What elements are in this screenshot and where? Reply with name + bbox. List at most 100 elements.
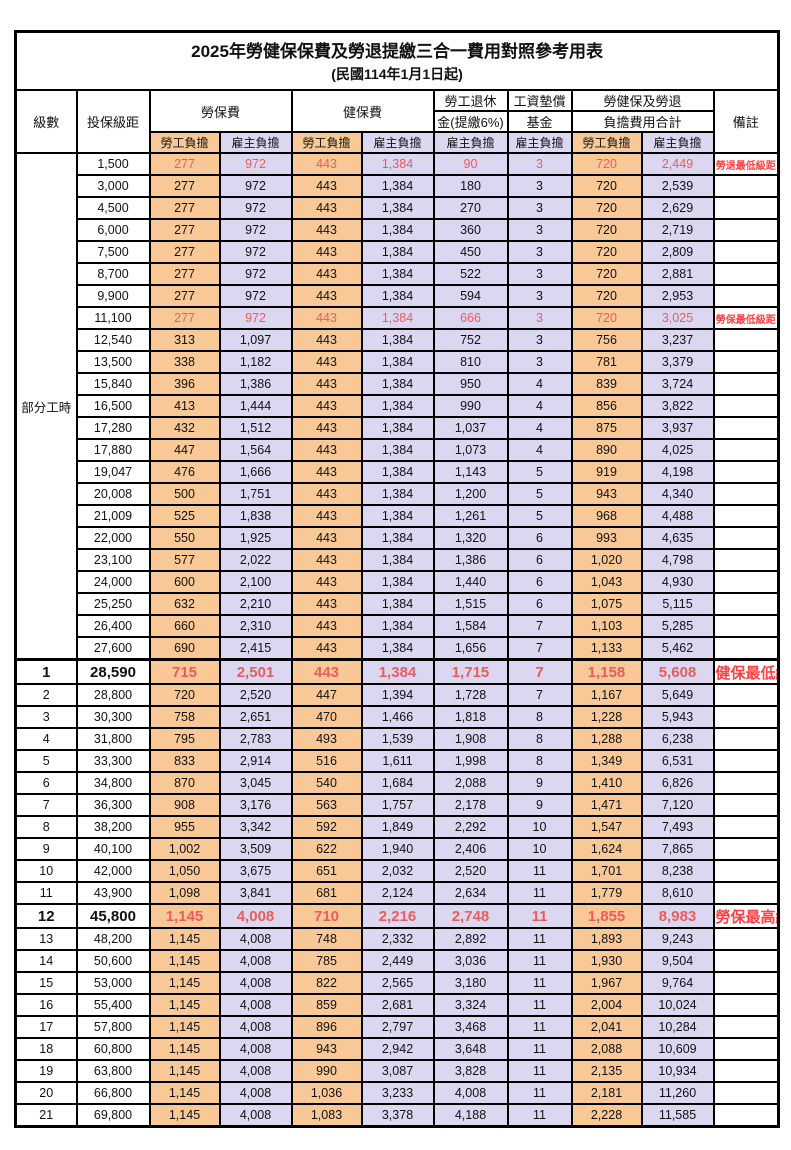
remark-cell — [712, 927, 780, 951]
table-row: 17,280 432 1,512 443 1,384 1,037 4 875 3,937 — [16, 416, 780, 440]
value-cell: 1,666 — [218, 460, 293, 484]
subheader-pension-employer: 雇主負擔 — [432, 131, 509, 154]
value-cell: 2,032 — [360, 859, 435, 883]
value-cell: 277 — [148, 218, 221, 242]
remark-cell — [712, 394, 780, 418]
remark-cell — [712, 727, 780, 751]
remark-cell — [712, 705, 780, 729]
header-wage-fund-line2: 基金 — [506, 110, 573, 133]
value-cell: 715 — [148, 658, 221, 685]
value-cell: 1,471 — [570, 793, 643, 817]
value-cell: 1,143 — [432, 460, 509, 484]
value-cell: 2,415 — [218, 636, 293, 661]
bracket-cell: 1,500 — [75, 152, 151, 176]
subheader-labor-employee: 勞工負擔 — [148, 131, 221, 154]
table-row: 11,100 277 972 443 1,384 666 3 720 3,025 勞保最低級距 — [16, 306, 780, 330]
value-cell: 1,656 — [432, 636, 509, 661]
value-cell: 9,243 — [640, 927, 715, 951]
value-cell: 2,124 — [360, 881, 435, 905]
remark-cell — [712, 504, 780, 528]
value-cell: 550 — [148, 526, 221, 550]
level-cell: 5 — [14, 749, 78, 773]
value-cell: 6,826 — [640, 771, 715, 795]
table-row: 17 57,800 1,145 4,008 896 2,797 3,468 11 2,041 10… — [14, 1015, 780, 1039]
value-cell: 396 — [148, 372, 221, 396]
value-cell: 2,953 — [640, 284, 715, 308]
value-cell: 972 — [218, 306, 293, 330]
value-cell: 7,865 — [640, 837, 715, 861]
value-cell: 1,075 — [570, 592, 643, 616]
value-cell: 4 — [506, 372, 573, 396]
bracket-cell: 19,047 — [75, 460, 151, 484]
value-cell: 11 — [506, 1081, 573, 1105]
bracket-cell: 40,100 — [75, 837, 151, 861]
value-cell: 2,216 — [360, 903, 435, 929]
remark-cell — [712, 636, 780, 661]
bracket-cell: 63,800 — [75, 1059, 151, 1083]
value-cell: 1,261 — [432, 504, 509, 528]
table-row: 3 30,300 758 2,651 470 1,466 1,818 8 1,228 5,943 — [14, 705, 780, 729]
value-cell: 6 — [506, 548, 573, 572]
value-cell: 1,145 — [148, 1059, 221, 1083]
value-cell: 443 — [290, 174, 363, 198]
value-cell: 10 — [506, 837, 573, 861]
value-cell: 748 — [290, 927, 363, 951]
value-cell: 1,384 — [360, 350, 435, 374]
table-row: 21,009 525 1,838 443 1,384 1,261 5 968 4,488 — [16, 504, 780, 528]
bracket-cell: 21,009 — [75, 504, 151, 528]
level-cell: 13 — [14, 927, 78, 951]
value-cell: 2,135 — [570, 1059, 643, 1083]
remark-cell — [712, 815, 780, 839]
value-cell: 443 — [290, 526, 363, 550]
value-cell: 870 — [148, 771, 221, 795]
header-pension-line1: 勞工退休 — [432, 89, 509, 112]
value-cell: 277 — [148, 152, 221, 176]
value-cell: 1,410 — [570, 771, 643, 795]
value-cell: 3,822 — [640, 394, 715, 418]
value-cell: 1,384 — [360, 592, 435, 616]
value-cell: 756 — [570, 328, 643, 352]
value-cell: 8,238 — [640, 859, 715, 883]
value-cell: 180 — [432, 174, 509, 198]
subheader-labor-employer: 雇主負擔 — [218, 131, 293, 154]
value-cell: 5,943 — [640, 705, 715, 729]
value-cell: 443 — [290, 570, 363, 594]
value-cell: 3,180 — [432, 971, 509, 995]
level-cell: 2 — [14, 683, 78, 707]
value-cell: 11 — [506, 927, 573, 951]
table-row: 22,000 550 1,925 443 1,384 1,320 6 993 4,635 — [16, 526, 780, 550]
remark-cell — [712, 482, 780, 506]
value-cell: 1,200 — [432, 482, 509, 506]
value-cell: 443 — [290, 240, 363, 264]
bracket-cell: 25,250 — [75, 592, 151, 616]
value-cell: 3,378 — [360, 1103, 435, 1128]
value-cell: 443 — [290, 460, 363, 484]
value-cell: 950 — [432, 372, 509, 396]
value-cell: 3,036 — [432, 949, 509, 973]
value-cell: 1,145 — [148, 1081, 221, 1105]
bracket-cell: 20,008 — [75, 482, 151, 506]
value-cell: 1,384 — [360, 196, 435, 220]
value-cell: 1,386 — [432, 548, 509, 572]
value-cell: 632 — [148, 592, 221, 616]
bracket-cell: 34,800 — [75, 771, 151, 795]
value-cell: 443 — [290, 262, 363, 286]
value-cell: 277 — [148, 196, 221, 220]
value-cell: 10 — [506, 815, 573, 839]
value-cell: 822 — [290, 971, 363, 995]
value-cell: 720 — [570, 152, 643, 176]
subheader-total-employer: 雇主負擔 — [640, 131, 715, 154]
table-row: 26,400 660 2,310 443 1,384 1,584 7 1,103 5,285 — [16, 614, 780, 638]
value-cell: 277 — [148, 240, 221, 264]
bracket-cell: 23,100 — [75, 548, 151, 572]
value-cell: 2,719 — [640, 218, 715, 242]
table-row: 23,100 577 2,022 443 1,384 1,386 6 1,020 4,798 — [16, 548, 780, 572]
value-cell: 522 — [432, 262, 509, 286]
value-cell: 1,167 — [570, 683, 643, 707]
value-cell: 3,342 — [218, 815, 293, 839]
value-cell: 1,466 — [360, 705, 435, 729]
value-cell: 2,892 — [432, 927, 509, 951]
value-cell: 1,512 — [218, 416, 293, 440]
remark-cell — [712, 771, 780, 795]
value-cell: 443 — [290, 328, 363, 352]
